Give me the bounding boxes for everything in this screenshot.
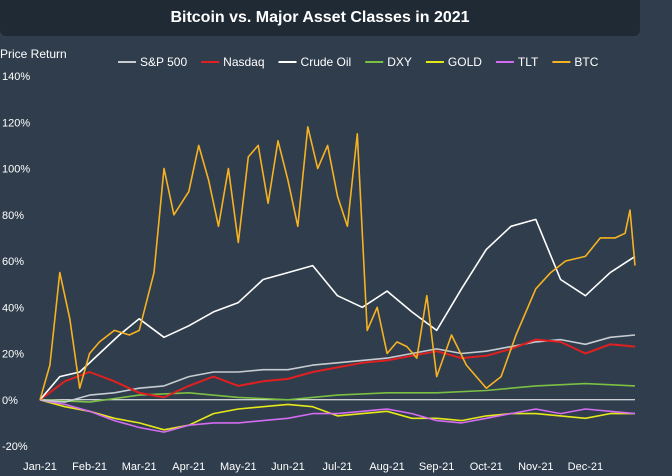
x-tick-label: Jan-21 (23, 461, 57, 473)
legend-label: S&P 500 (140, 55, 187, 69)
y-tick-label: 0% (2, 395, 18, 407)
chart-title-bar: Bitcoin vs. Major Asset Classes in 2021 (0, 0, 640, 36)
y-tick-label: 40% (2, 302, 24, 314)
chart-title: Bitcoin vs. Major Asset Classes in 2021 (170, 9, 470, 26)
x-tick-label: Mar-21 (122, 461, 157, 473)
legend-label: Crude Oil (301, 55, 352, 69)
legend-label: BTC (574, 55, 598, 69)
y-tick-label: 140% (2, 71, 30, 83)
series-line-gold (39, 399, 635, 431)
series-line-btc (39, 126, 636, 401)
series-line-dxy (39, 382, 636, 403)
x-tick-label: May-21 (220, 461, 257, 473)
y-tick-label: 60% (2, 256, 24, 268)
x-tick-label: Dec-21 (568, 461, 603, 473)
legend-label: GOLD (448, 55, 482, 69)
y-tick-label: -20% (2, 441, 28, 453)
x-tick-label: Aug-21 (369, 461, 404, 473)
x-axis-ticks: Jan-21 Feb-21 Mar-21 Apr-21 May-21 Jun-21 Jul-… (23, 461, 603, 473)
x-tick-label: Jun-21 (271, 461, 305, 473)
series-line-nasdaq (39, 338, 636, 401)
x-tick-label: Apr-21 (172, 461, 205, 473)
y-tick-label: 20% (2, 349, 24, 361)
y-tick-label: 100% (2, 164, 30, 176)
x-tick-label: Oct-21 (470, 461, 503, 473)
series-line-tlt (39, 399, 636, 433)
y-tick-label: 120% (2, 117, 30, 129)
x-tick-label: Jul-21 (323, 461, 353, 473)
legend-label: DXY (387, 55, 412, 69)
x-tick-label: Feb-21 (72, 461, 107, 473)
legend-label: Nasdaq (223, 55, 264, 69)
legend: S&P 500 Nasdaq Crude Oil DXY GOLD TLT BTC (118, 55, 599, 69)
y-axis-title: Price Return (0, 47, 67, 61)
plot-area (39, 126, 636, 433)
series-line-s-p-500 (39, 334, 636, 403)
y-tick-label: 80% (2, 210, 24, 222)
series-line-crude-oil (39, 218, 636, 401)
y-axis-ticks: -20% 0% 20% 40% 60% 80% 100% 120% 140% (2, 71, 30, 453)
x-tick-label: Sep-21 (419, 461, 454, 473)
legend-label: TLT (518, 55, 539, 69)
x-tick-label: Nov-21 (518, 461, 553, 473)
